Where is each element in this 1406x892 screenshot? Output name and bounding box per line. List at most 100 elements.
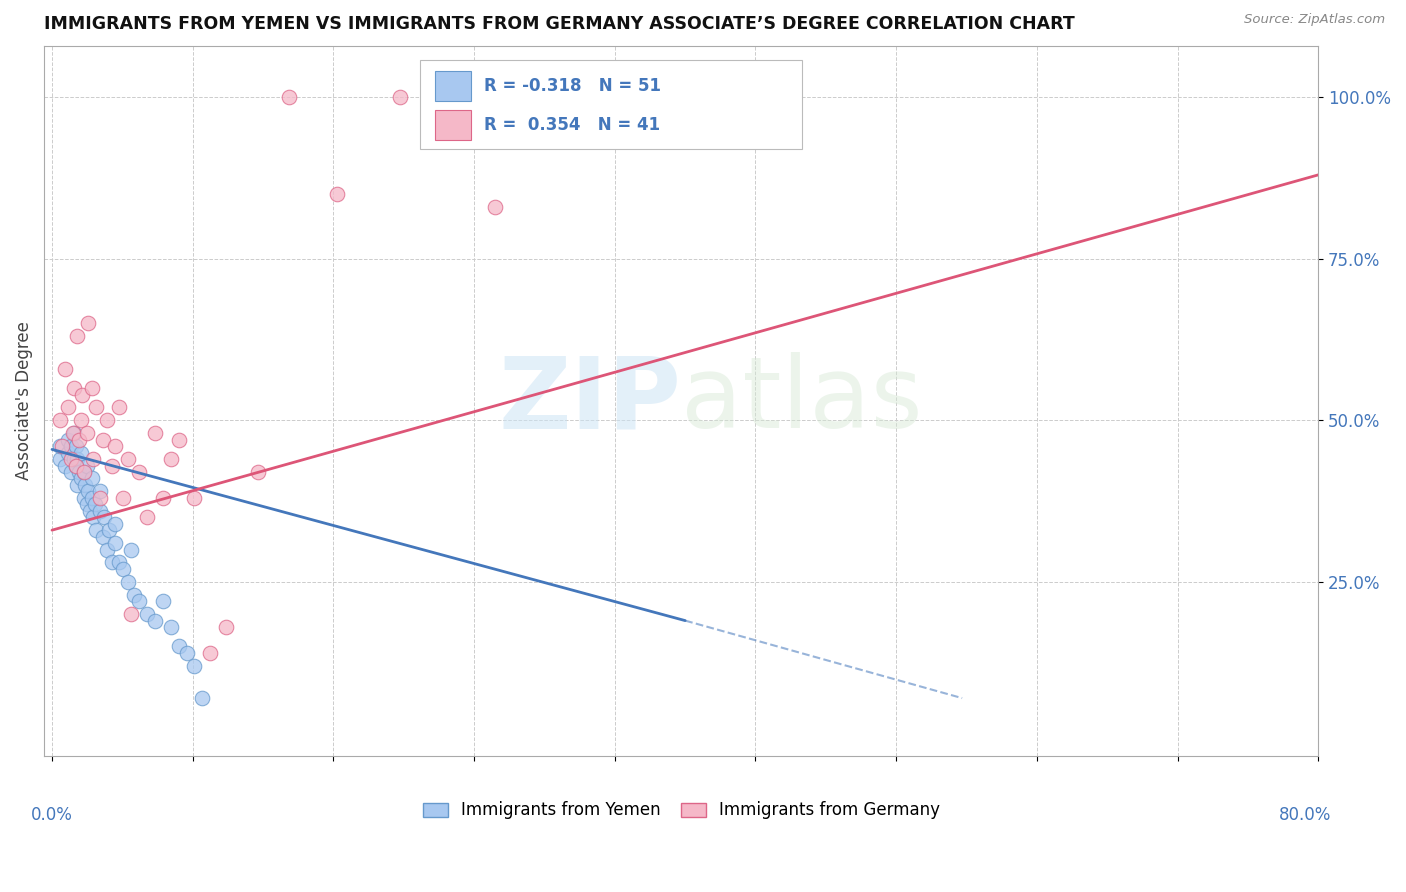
Text: R = -0.318   N = 51: R = -0.318 N = 51 <box>484 78 661 95</box>
Point <box>56 445 79 459</box>
Point <box>49 439 72 453</box>
Point <box>67 465 90 479</box>
Point <box>183 658 205 673</box>
Point <box>89 491 111 505</box>
Point <box>49 413 72 427</box>
Point <box>56 433 79 447</box>
Point <box>69 471 91 485</box>
Point <box>51 439 73 453</box>
Point <box>80 491 103 505</box>
Bar <box>436 71 471 101</box>
Point <box>143 614 166 628</box>
Point <box>66 478 89 492</box>
Point <box>79 504 101 518</box>
Point <box>73 465 96 479</box>
Point <box>63 452 86 467</box>
Point <box>389 90 412 104</box>
Point <box>124 588 146 602</box>
Point <box>176 646 198 660</box>
Point <box>82 510 104 524</box>
Point <box>183 491 205 505</box>
Point <box>128 594 150 608</box>
Point <box>89 504 111 518</box>
Point <box>60 452 83 467</box>
Text: IMMIGRANTS FROM YEMEN VS IMMIGRANTS FROM GERMANY ASSOCIATE’S DEGREE CORRELATION : IMMIGRANTS FROM YEMEN VS IMMIGRANTS FROM… <box>44 15 1074 33</box>
Point <box>77 484 100 499</box>
Point <box>96 413 118 427</box>
Point <box>49 452 72 467</box>
Point <box>66 452 89 467</box>
Point <box>76 426 98 441</box>
Point <box>66 329 89 343</box>
Point <box>86 523 108 537</box>
Point <box>107 556 129 570</box>
Point <box>83 497 105 511</box>
Point <box>167 433 190 447</box>
Point <box>91 530 114 544</box>
Point <box>112 562 135 576</box>
Point <box>104 536 127 550</box>
Point <box>69 445 91 459</box>
Point <box>53 361 76 376</box>
Point <box>101 458 124 473</box>
Point <box>136 510 159 524</box>
Point <box>80 471 103 485</box>
Point <box>117 452 139 467</box>
Point <box>76 458 98 473</box>
Point <box>73 465 96 479</box>
Point <box>65 458 87 473</box>
Point <box>77 317 100 331</box>
Text: 0.0%: 0.0% <box>31 806 73 824</box>
Point <box>86 401 108 415</box>
Point <box>117 574 139 589</box>
Point <box>120 607 142 622</box>
Point <box>246 465 269 479</box>
Point <box>60 439 83 453</box>
Point <box>70 387 93 401</box>
Text: R =  0.354   N = 41: R = 0.354 N = 41 <box>484 116 659 135</box>
Point <box>159 620 181 634</box>
Point <box>75 478 97 492</box>
Point <box>93 510 115 524</box>
Point <box>107 401 129 415</box>
Point <box>326 187 349 202</box>
Text: 80.0%: 80.0% <box>1278 806 1331 824</box>
Point <box>104 439 127 453</box>
Point <box>104 516 127 531</box>
Point <box>63 381 86 395</box>
Text: Source: ZipAtlas.com: Source: ZipAtlas.com <box>1244 13 1385 27</box>
Point <box>63 426 86 441</box>
Bar <box>436 111 471 140</box>
Point <box>120 542 142 557</box>
Point <box>278 90 301 104</box>
Point <box>53 458 76 473</box>
Point <box>67 433 90 447</box>
Point <box>152 491 174 505</box>
Point <box>215 620 238 634</box>
Point <box>98 523 121 537</box>
Point <box>89 484 111 499</box>
Point <box>69 413 91 427</box>
Point <box>159 452 181 467</box>
Point <box>65 439 87 453</box>
Point <box>200 646 222 660</box>
Point <box>76 497 98 511</box>
Point <box>136 607 159 622</box>
Point <box>65 458 87 473</box>
Y-axis label: Associate's Degree: Associate's Degree <box>15 321 32 481</box>
Text: atlas: atlas <box>681 352 922 450</box>
Point <box>60 465 83 479</box>
Point <box>91 433 114 447</box>
Point <box>56 401 79 415</box>
Point <box>112 491 135 505</box>
FancyBboxPatch shape <box>420 60 803 149</box>
Point <box>191 691 214 706</box>
Point <box>143 426 166 441</box>
Point <box>82 452 104 467</box>
Point <box>62 426 84 441</box>
Point <box>167 640 190 654</box>
Point <box>128 465 150 479</box>
Point <box>80 381 103 395</box>
Text: ZIP: ZIP <box>498 352 681 450</box>
Point <box>152 594 174 608</box>
